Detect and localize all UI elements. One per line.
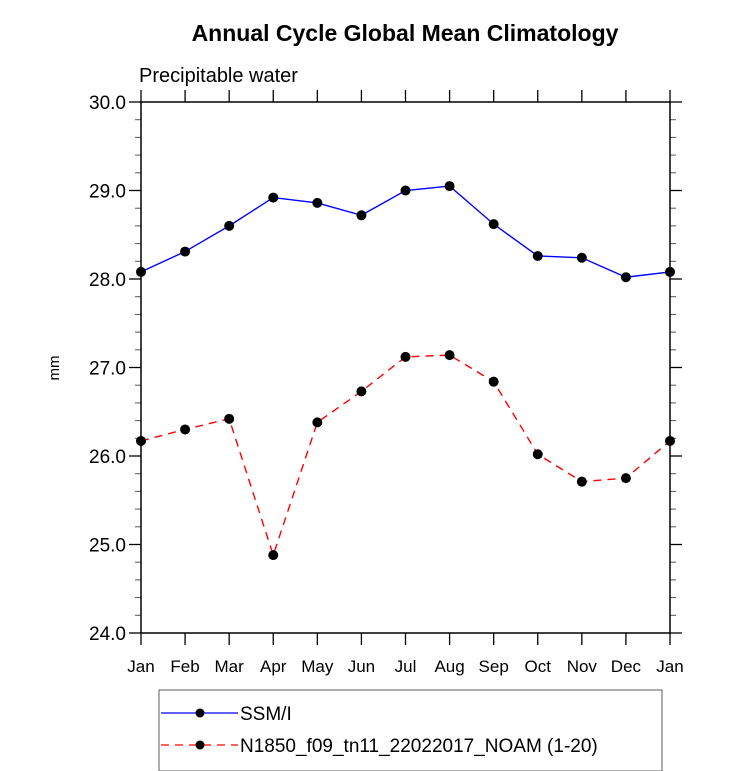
legend-label-ssmi: SSM/I xyxy=(240,704,292,725)
series-line xyxy=(140,354,671,558)
y-axis-label: mm xyxy=(46,356,63,381)
x-tick-label: Jun xyxy=(348,657,375,676)
data-point xyxy=(224,220,235,231)
data-point xyxy=(532,449,543,460)
y-tick-label: 28.0 xyxy=(89,270,126,291)
x-tick-label: Nov xyxy=(567,657,598,676)
x-tick-label: Jan xyxy=(127,657,154,676)
data-point xyxy=(356,386,367,397)
legend-label-model: N1850_f09_tn11_22022017_NOAM (1-20) xyxy=(240,736,598,757)
data-point xyxy=(488,219,499,230)
legend-item-ssmi: SSM/I xyxy=(161,704,292,725)
x-tick-label: Sep xyxy=(479,657,509,676)
y-tick-label: 29.0 xyxy=(89,182,126,203)
series-layer xyxy=(136,181,675,561)
y-tick-label: 27.0 xyxy=(89,359,126,380)
data-point xyxy=(400,351,411,362)
data-point xyxy=(268,550,279,561)
data-point xyxy=(576,252,587,263)
data-point xyxy=(356,210,367,221)
x-tick-label: Apr xyxy=(260,657,287,676)
axis-ticks xyxy=(129,90,682,645)
legend-marker-ssmi xyxy=(195,708,205,718)
data-point xyxy=(620,473,631,484)
data-point xyxy=(576,476,587,487)
x-tick-label: Feb xyxy=(170,657,199,676)
x-tick-label: Aug xyxy=(434,657,464,676)
series-line xyxy=(140,185,671,278)
legend-marker-model xyxy=(195,740,205,750)
legend-box xyxy=(158,689,663,771)
chart-title: Annual Cycle Global Mean Climatology xyxy=(192,20,619,46)
data-point xyxy=(620,272,631,283)
data-point xyxy=(400,185,411,196)
legend: SSM/I N1850_f09_tn11_22022017_NOAM (1-20… xyxy=(158,689,663,771)
x-tick-label: May xyxy=(301,657,334,676)
data-point xyxy=(444,350,455,361)
data-point xyxy=(488,376,499,387)
tick-labels: 24.0 25.0 26.0 27.0 28.0 29.0 30.0 Jan Feb Mar Apr… xyxy=(89,93,684,676)
data-point xyxy=(532,250,543,261)
y-tick-label: 30.0 xyxy=(89,93,126,114)
legend-item-model: N1850_f09_tn11_22022017_NOAM (1-20) xyxy=(161,736,598,757)
data-point xyxy=(224,413,235,424)
series-1 xyxy=(136,350,675,561)
y-tick-label: 25.0 xyxy=(89,536,126,557)
data-point xyxy=(180,424,191,435)
data-point xyxy=(312,417,323,428)
plot-frame xyxy=(140,101,671,634)
x-tick-label: Jan xyxy=(656,657,683,676)
x-tick-label: Mar xyxy=(215,657,245,676)
data-point xyxy=(180,246,191,257)
data-point xyxy=(312,197,323,208)
series-0 xyxy=(136,181,675,283)
x-tick-label: Dec xyxy=(611,657,642,676)
y-tick-label: 26.0 xyxy=(89,447,126,468)
x-tick-label: Oct xyxy=(525,657,552,676)
x-tick-label: Jul xyxy=(395,657,417,676)
y-tick-label: 24.0 xyxy=(89,624,126,645)
data-point xyxy=(268,192,279,203)
chart-subtitle: Precipitable water xyxy=(139,65,298,87)
data-point xyxy=(444,181,455,192)
